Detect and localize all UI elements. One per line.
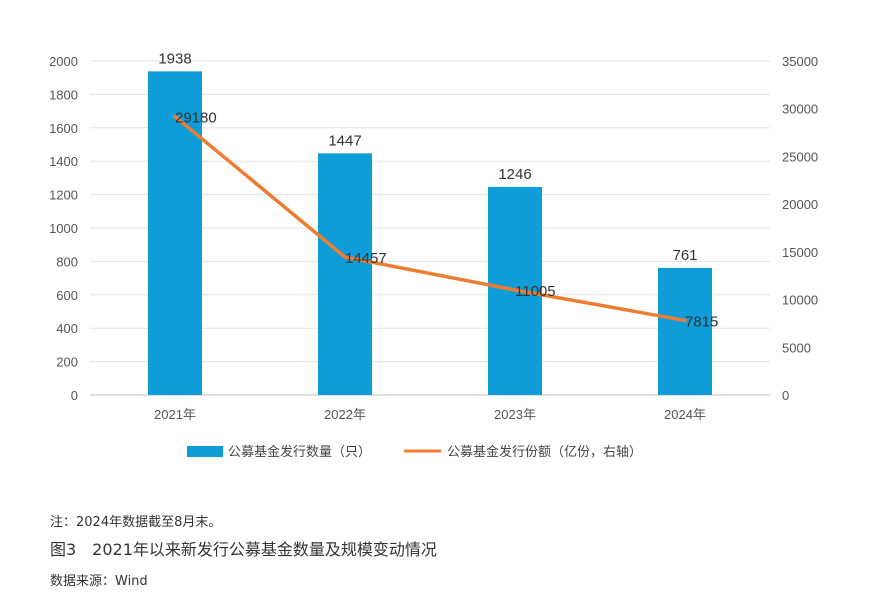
left-tick-label: 400	[56, 321, 78, 336]
gridlines	[90, 60, 770, 396]
series-line	[173, 114, 687, 323]
combo-chart: 0 200 400 600 800 1000 1200 1400 1600 1800 2000 0 5…	[49, 50, 818, 460]
legend-bar-swatch	[187, 446, 223, 457]
line-data-label: 14457	[345, 250, 387, 267]
left-tick-label: 1600	[49, 121, 78, 136]
bar	[658, 267, 712, 395]
right-tick-label: 5000	[782, 340, 811, 355]
left-y-axis: 0 200 400 600 800 1000 1200 1400 1600 1800 2000	[49, 54, 78, 403]
left-tick-label: 2000	[49, 54, 78, 69]
data-source: 数据来源：Wind	[50, 574, 148, 589]
right-y-axis: 0 5000 10000 15000 20000 25000 30000 35000	[782, 54, 818, 403]
bar-data-label: 1938	[158, 50, 191, 67]
line-data-label: 11005	[515, 283, 556, 300]
bar-data-label: 1447	[328, 132, 361, 149]
bar	[318, 153, 372, 395]
figure-title: 图3 2021年以来新发行公募基金数量及规模变动情况	[50, 540, 437, 559]
legend-bar-label: 公募基金发行数量（只）	[228, 444, 371, 460]
right-tick-label: 0	[782, 388, 789, 403]
line-data-label: 7815	[685, 313, 718, 330]
left-tick-label: 1800	[49, 87, 78, 102]
left-tick-label: 1200	[49, 188, 78, 203]
bar	[148, 71, 202, 395]
right-tick-label: 25000	[782, 149, 818, 164]
left-tick-label: 0	[71, 388, 78, 403]
line-data-label: 29180	[175, 110, 217, 127]
bar-series: 1938 1447 1246 761	[148, 50, 712, 395]
left-tick-label: 200	[56, 355, 78, 370]
chart-note: 注：2024年数据截至8月末。	[50, 515, 222, 530]
left-tick-label: 1400	[49, 154, 78, 169]
left-tick-label: 600	[56, 288, 78, 303]
bar-data-label: 1246	[498, 166, 531, 183]
bar-data-label: 761	[672, 247, 697, 264]
left-tick-label: 1000	[49, 221, 78, 236]
legend: 公募基金发行数量（只） 公募基金发行份额（亿份，右轴）	[187, 444, 642, 460]
right-tick-label: 30000	[782, 102, 818, 117]
right-tick-label: 35000	[782, 54, 818, 69]
left-tick-label: 800	[56, 254, 78, 269]
x-tick-label: 2022年	[324, 407, 366, 422]
legend-line-label: 公募基金发行份额（亿份，右轴）	[447, 444, 642, 460]
x-tick-label: 2024年	[664, 407, 706, 422]
x-tick-label: 2023年	[494, 407, 536, 422]
right-tick-label: 10000	[782, 293, 818, 308]
x-axis: 2021年 2022年 2023年 2024年	[154, 407, 706, 422]
x-tick-label: 2021年	[154, 407, 196, 422]
line-series: 29180 14457 11005 7815	[173, 110, 718, 330]
right-tick-label: 20000	[782, 197, 818, 212]
right-tick-label: 15000	[782, 245, 818, 260]
